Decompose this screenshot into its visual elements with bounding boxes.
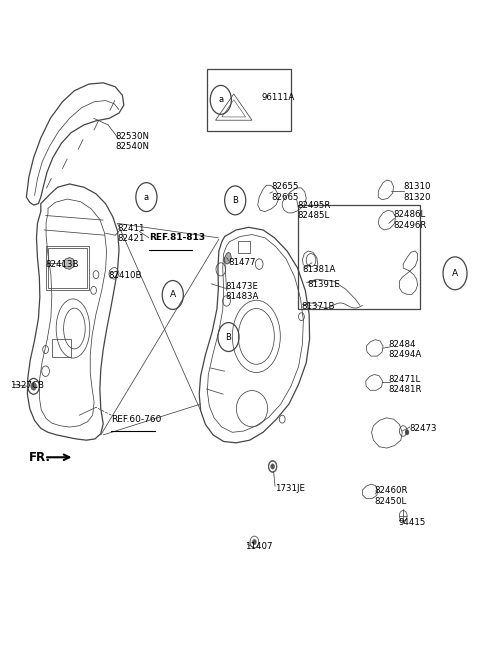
Text: 82410B: 82410B [108, 271, 142, 281]
Bar [207, 69, 291, 131]
Text: 11407: 11407 [245, 542, 272, 551]
Text: 82530N
82540N: 82530N 82540N [115, 131, 149, 151]
Text: 1731JE: 1731JE [275, 484, 304, 493]
Text: FR.: FR. [29, 451, 51, 464]
Text: 81310
81320: 81310 81320 [403, 182, 431, 202]
Bar [238, 241, 250, 253]
Text: 81381A: 81381A [302, 265, 336, 274]
Text: REF.81-813: REF.81-813 [149, 233, 205, 242]
Text: 81473E
81483A: 81473E 81483A [226, 282, 259, 302]
Text: REF.60-760: REF.60-760 [111, 415, 162, 424]
Bar [52, 339, 71, 357]
Text: 82495R
82485L: 82495R 82485L [298, 200, 331, 220]
Text: 82486L
82496R: 82486L 82496R [394, 210, 427, 230]
Polygon shape [62, 258, 75, 269]
Polygon shape [224, 252, 231, 264]
Circle shape [271, 464, 275, 469]
Text: a: a [218, 95, 223, 104]
Text: B: B [226, 332, 231, 342]
Text: 82413B: 82413B [46, 260, 79, 269]
Text: 82460R
82450L: 82460R 82450L [374, 486, 408, 506]
Text: B: B [232, 196, 238, 205]
Text: 96111A: 96111A [262, 93, 295, 102]
Text: 1327CB: 1327CB [10, 381, 44, 390]
Bar [298, 205, 420, 309]
Bar [48, 248, 87, 288]
Text: 81477: 81477 [228, 258, 256, 267]
Text: 82655
82665: 82655 82665 [271, 182, 299, 202]
Text: 81371B: 81371B [301, 302, 335, 311]
Text: 82484
82494A: 82484 82494A [389, 340, 422, 359]
Text: 82473: 82473 [409, 424, 436, 433]
Text: 94415: 94415 [398, 518, 426, 527]
Circle shape [252, 539, 256, 545]
Text: 82411
82421: 82411 82421 [118, 223, 145, 243]
Text: 82471L
82481R: 82471L 82481R [389, 374, 422, 394]
Text: a: a [144, 193, 149, 202]
Text: A: A [452, 269, 458, 278]
Text: 81391E: 81391E [307, 280, 340, 289]
Circle shape [31, 382, 36, 390]
Bar [46, 246, 89, 290]
Text: A: A [170, 290, 176, 300]
Circle shape [405, 430, 409, 435]
